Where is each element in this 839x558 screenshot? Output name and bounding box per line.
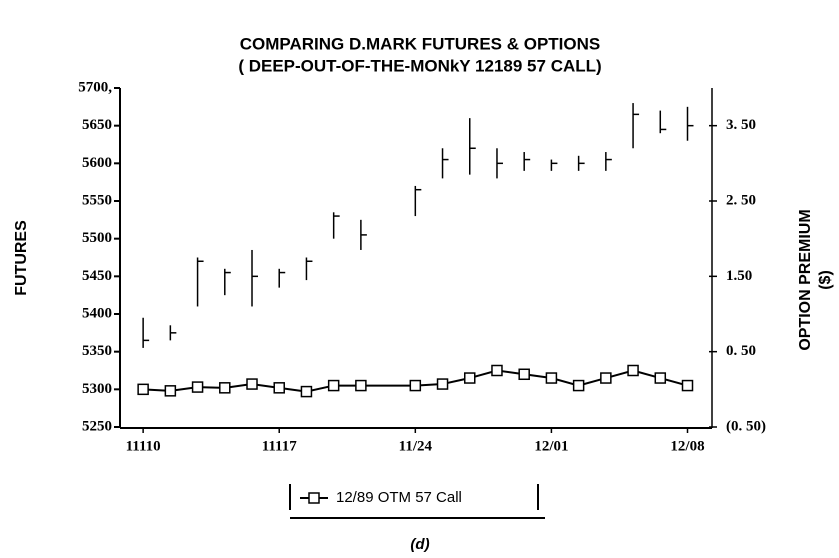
y-axis-label: FUTURES (13, 220, 30, 296)
x-tick-label: 12/01 (534, 438, 568, 454)
y-tick-label: 5500 (82, 230, 112, 246)
y2-tick-label: 0. 50 (726, 343, 756, 359)
y-tick-label: 5400 (82, 305, 112, 321)
series-marker (137, 383, 149, 396)
series-marker (572, 379, 585, 392)
series-marker (654, 372, 667, 384)
series-marker (491, 364, 503, 377)
y2-axis-unit: ($) (817, 270, 834, 290)
series-marker (300, 385, 313, 398)
y-tick-label: 5350 (82, 343, 112, 359)
chart-title: COMPARING D.MARK FUTURES & OPTIONS (240, 34, 600, 53)
chart-subtitle: ( DEEP-OUT-OF-THE-MONkY 12189 57 CALL) (238, 56, 601, 75)
y2-tick-label: (0. 50) (726, 418, 766, 434)
series-marker (191, 381, 204, 393)
y2-axis-label: OPTION PREMIUM (797, 209, 814, 350)
series-marker (273, 382, 285, 394)
y-tick-label: 5300 (82, 381, 112, 397)
series-marker (436, 378, 449, 390)
series-marker (219, 382, 231, 394)
series-marker (600, 372, 612, 384)
y2-tick-label: 3. 50 (726, 117, 756, 133)
x-tick-label: 12/08 (670, 438, 704, 454)
y-tick-label: 5600 (82, 155, 112, 171)
series-marker (409, 379, 422, 392)
legend-label: 12/89 OTM 57 Call (336, 489, 462, 506)
series-marker (464, 372, 476, 384)
series-marker (545, 372, 558, 384)
series-marker (681, 379, 694, 392)
series-marker (518, 368, 530, 381)
y2-tick-label: 1.50 (726, 268, 752, 284)
x-tick-label: 11117 (262, 438, 298, 454)
x-tick-label: 11110 (126, 438, 161, 454)
y-tick-label: 5250 (82, 418, 112, 434)
y2-tick-label: 2. 50 (726, 192, 756, 208)
legend-marker (308, 492, 320, 504)
series-marker (246, 378, 258, 390)
series-marker (327, 379, 340, 392)
y-tick-label: 5450 (82, 268, 112, 284)
x-tick-label: 11/24 (399, 438, 433, 454)
y-tick-label: 5700, (78, 79, 112, 95)
y-tick-label: 5650 (82, 117, 112, 133)
caption: (d) (410, 536, 429, 553)
y-tick-label: 5550 (82, 192, 112, 208)
series-marker (355, 379, 367, 392)
series-marker (627, 364, 639, 377)
series-marker (164, 385, 177, 397)
